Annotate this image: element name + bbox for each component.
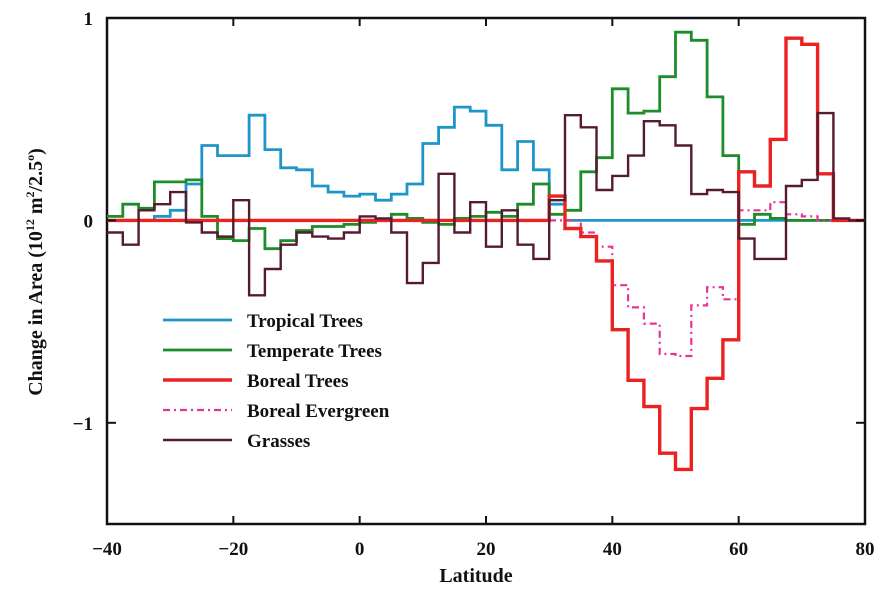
legend-label: Tropical Trees	[247, 311, 363, 332]
x-axis-title: Latitude	[439, 565, 512, 587]
x-tick-label: 20	[477, 539, 496, 560]
legend-label: Temperate Trees	[247, 341, 382, 362]
y-tick-label: −1	[73, 414, 93, 435]
legend: Tropical Trees Temperate Trees Boreal Tree…	[163, 311, 390, 452]
series-layer	[107, 30, 865, 472]
plot-frame	[105, 16, 867, 526]
y-axis-title: Change in Area (1012 m2/2.5o)	[23, 148, 47, 396]
x-tick-label: −20	[218, 539, 248, 560]
x-tick-label: 40	[603, 539, 622, 560]
tick-layer: −40 −20 0 20 40 60 80 −1 0 1	[73, 9, 875, 560]
series-line-temperate-trees	[107, 30, 865, 251]
x-tick-label: 60	[729, 539, 748, 560]
series-line-tropical-trees	[107, 105, 865, 222]
y-tick-label: 0	[84, 211, 94, 232]
x-tick-label: −40	[92, 539, 122, 560]
y-tick-label: 1	[84, 9, 94, 30]
x-tick-label: 0	[355, 539, 365, 560]
series-line-grasses	[107, 111, 865, 297]
series-line-boreal-trees	[107, 36, 865, 472]
legend-label: Grasses	[247, 431, 310, 452]
x-tick-label: 80	[856, 539, 875, 560]
legend-label: Boreal Evergreen	[247, 401, 390, 422]
legend-label: Boreal Trees	[247, 371, 349, 392]
plot-area: −40 −20 0 20 40 60 80 −1 0 1	[73, 9, 875, 560]
